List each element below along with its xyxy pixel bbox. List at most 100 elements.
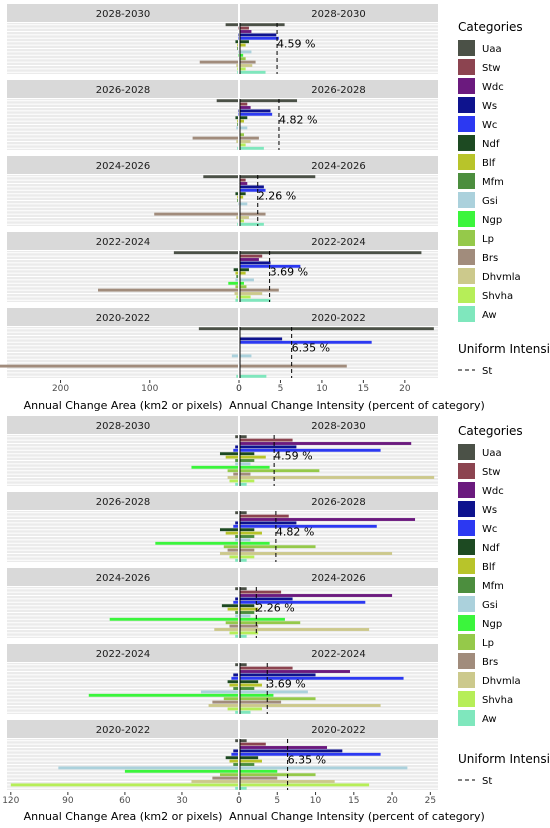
legend-swatch-Aw xyxy=(458,306,475,322)
intensity-bar-Shvha xyxy=(240,631,259,635)
intensity-bar-Blf xyxy=(240,531,262,535)
area-bar-Blf xyxy=(237,119,238,123)
left-tick-label: 120 xyxy=(2,796,19,806)
area-bar-Ndf xyxy=(225,756,238,760)
area-bar-Uaa xyxy=(198,327,238,331)
left-tick-label: 100 xyxy=(141,384,158,394)
panel-title-left: 2026-2028 xyxy=(96,497,151,508)
intensity-bar-Ws xyxy=(240,185,264,189)
panel-2028-2030: 2028-2030 2028-2030 4.59 % xyxy=(7,4,438,74)
intensity-bar-Uaa xyxy=(240,511,247,515)
legend-swatch-Mfm xyxy=(458,173,475,189)
intensity-bar-Mfm xyxy=(240,687,255,690)
legend-title: Categories xyxy=(458,424,523,438)
area-bar-Ndf xyxy=(233,268,238,272)
legend-swatch-Aw xyxy=(458,710,475,726)
area-bar-Uaa xyxy=(235,435,238,439)
right-axis-label: Annual Change Intensity (percent of cate… xyxy=(229,399,485,412)
legend-label-Brs: Brs xyxy=(482,657,498,668)
area-bar-Dhvmla xyxy=(236,216,238,219)
intensity-bar-Mfm xyxy=(240,763,255,766)
area-bar-Aw xyxy=(235,634,238,638)
intensity-bar-Lp xyxy=(240,773,316,777)
area-bar-Wc xyxy=(231,676,238,680)
intensity-bar-Gsi xyxy=(240,354,252,358)
legend-label-Gsi: Gsi xyxy=(482,196,498,207)
area-bar-Gsi xyxy=(235,462,238,466)
intensity-bar-Blf xyxy=(240,271,246,275)
right-axis-label: Annual Change Intensity (percent of cate… xyxy=(229,810,485,823)
legend-label-Lp: Lp xyxy=(482,638,494,649)
intensity-bar-Wdc xyxy=(240,106,251,109)
intensity-bar-Wdc xyxy=(240,182,248,185)
area-bar-Blf xyxy=(235,271,238,275)
legend-label-Gsi: Gsi xyxy=(482,600,498,611)
intensity-bar-Stw xyxy=(240,514,289,518)
intensity-bar-Ndf xyxy=(240,680,259,684)
intensity-bar-Gsi xyxy=(240,462,251,466)
panel-strip-left xyxy=(7,644,238,662)
panel-title-left: 2024-2026 xyxy=(96,161,151,172)
intensity-bar-Wdc xyxy=(240,518,416,521)
legend-label-Uaa: Uaa xyxy=(482,448,502,459)
panel-title-right: 2026-2028 xyxy=(311,497,366,508)
panel-strip-right xyxy=(240,492,438,510)
legend-swatch-Ndf xyxy=(458,135,475,151)
intensity-bar-Ngp xyxy=(240,693,274,697)
panel-strip-left xyxy=(7,308,238,326)
right-tick-label: 25 xyxy=(425,796,436,806)
panel-title-right: 2028-2030 xyxy=(311,9,366,20)
area-bar-Aw xyxy=(237,70,238,74)
legend-swatch-Dhvmla xyxy=(458,268,475,284)
area-bar-Mfm xyxy=(233,687,238,690)
uniform-intensity-label: 3.69 % xyxy=(270,265,308,278)
area-bar-Shvha xyxy=(229,555,238,559)
area-bar-Blf xyxy=(227,607,238,611)
intensity-bar-Ndf xyxy=(240,528,255,532)
intensity-bar-Gsi xyxy=(240,690,308,694)
area-bar-Wc xyxy=(238,112,239,116)
area-bar-Brs xyxy=(199,60,238,64)
legend-swatch-Brs xyxy=(458,249,475,265)
right-tick-label: 10 xyxy=(316,384,328,394)
intensity-bar-Brs xyxy=(240,700,282,704)
area-bar-Mfm xyxy=(235,611,238,614)
area-bar-Gsi xyxy=(238,202,239,206)
intensity-bar-Ws xyxy=(240,673,316,677)
left-tick-label: 0 xyxy=(236,384,242,394)
area-bar-Mfm xyxy=(237,47,238,50)
area-bar-Brs xyxy=(227,548,238,552)
area-bar-Ws xyxy=(235,597,238,601)
area-bar-Gsi xyxy=(235,614,238,618)
area-bar-Lp xyxy=(219,773,238,777)
right-tick-label: 5 xyxy=(274,796,280,806)
area-bar-Gsi xyxy=(236,126,238,130)
intensity-bar-Brs xyxy=(240,624,259,628)
left-tick-label: 30 xyxy=(176,796,188,806)
left-axis-label: Annual Change Area (km2 or pixels) xyxy=(24,810,223,823)
intensity-bar-Stw xyxy=(240,254,263,258)
area-bar-Brs xyxy=(192,136,238,140)
intensity-bar-Aw xyxy=(240,482,247,486)
intensity-bar-Lp xyxy=(240,133,244,137)
intensity-bar-Uaa xyxy=(240,23,285,27)
intensity-bar-Ndf xyxy=(240,604,255,608)
intensity-bar-Lp xyxy=(240,697,316,701)
area-bar-Shvha xyxy=(229,479,238,483)
intensity-bar-Uaa xyxy=(240,587,247,591)
legend-swatch-Gsi xyxy=(458,596,475,612)
panel-strip-left xyxy=(7,80,238,98)
legend-label-Wc: Wc xyxy=(482,120,497,131)
intensity-bar-Ws xyxy=(240,337,283,341)
legend-swatch-Dhvmla xyxy=(458,672,475,688)
intensity-bar-Brs xyxy=(240,136,259,140)
area-bar-Dhvmla xyxy=(214,628,238,631)
intensity-bar-Wc xyxy=(240,524,377,528)
intensity-bar-Wc xyxy=(240,752,381,756)
area-bar-Brs xyxy=(233,472,238,476)
legend-swatch-Lp xyxy=(458,634,475,650)
area-bar-Ndf xyxy=(235,40,238,44)
panel-strip-right xyxy=(240,232,438,250)
area-bar-Uaa xyxy=(203,175,238,179)
